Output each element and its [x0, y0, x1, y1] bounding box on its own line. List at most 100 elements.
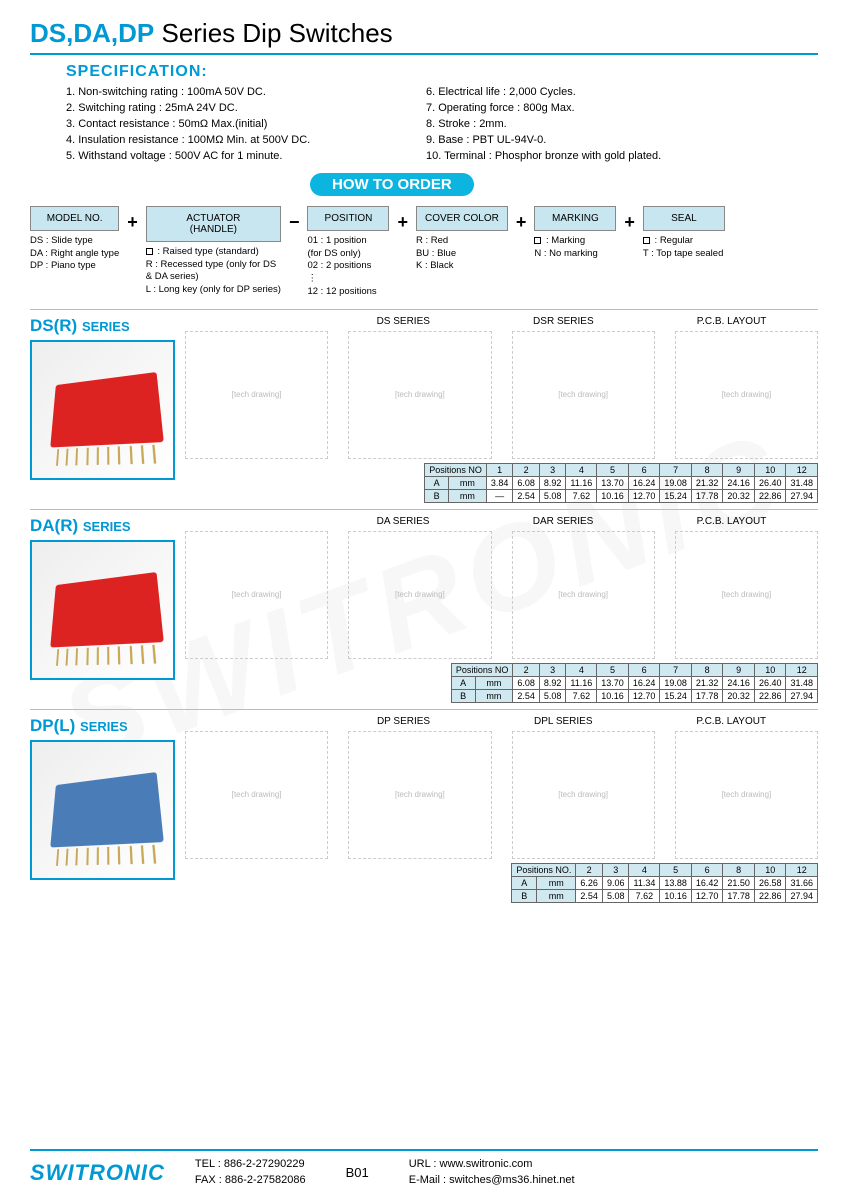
table-header-cell: 7	[660, 663, 692, 676]
order-item: DP : Piano type	[30, 260, 119, 273]
table-cell: 2.54	[576, 889, 603, 902]
diagram-placeholder: [tech drawing]	[512, 731, 655, 859]
order-box: ACTUATOR(HANDLE)	[146, 206, 281, 242]
diagrams-area: DS SERIESDSR SERIESP.C.B. LAYOUT[tech dr…	[185, 316, 818, 503]
divider	[30, 309, 818, 310]
order-box: MARKING	[534, 206, 616, 231]
table-header-cell: 3	[539, 463, 566, 476]
spec-line: 7. Operating force : 800g Max.	[426, 101, 661, 117]
product-photo	[30, 740, 175, 880]
table-cell: 26.58	[754, 876, 786, 889]
series-label: DA(R) SERIES	[30, 516, 175, 536]
table-header-cell: Positions NO.	[512, 863, 576, 876]
table-header-cell: 7	[660, 463, 692, 476]
table-cell: 17.78	[691, 689, 723, 702]
table-cell: 2.54	[513, 689, 540, 702]
diagram-placeholder: [tech drawing]	[512, 331, 655, 459]
table-header-cell: 4	[566, 663, 597, 676]
footer-fax: FAX : 886-2-27582086	[195, 1173, 306, 1188]
table-cell: 7.62	[629, 889, 660, 902]
diagram-drawings: [tech drawing][tech drawing][tech drawin…	[185, 531, 818, 659]
table-header-cell: 1	[486, 463, 513, 476]
diagram-placeholder: [tech drawing]	[348, 331, 491, 459]
order-item: 12 : 12 positions	[307, 286, 389, 299]
table-header-cell: 4	[629, 863, 660, 876]
table-cell: 20.32	[723, 489, 755, 502]
table-cell: mm	[475, 676, 513, 689]
diagram-placeholder: [tech drawing]	[675, 331, 818, 459]
series-label: DP(L) SERIES	[30, 716, 175, 736]
order-item: : Regular	[643, 235, 725, 248]
table-cell: 11.34	[629, 876, 660, 889]
table-cell: 13.70	[597, 476, 629, 489]
order-item: R : Recessed type (only for DS	[146, 259, 281, 272]
series-left: DA(R) SERIES	[30, 516, 175, 703]
footer: SWITRONIC TEL : 886-2-27290229 FAX : 886…	[30, 1149, 818, 1188]
table-cell: 22.86	[754, 489, 786, 502]
table-header-cell: 8	[723, 863, 755, 876]
table-cell: 15.24	[660, 489, 692, 502]
table-cell: B	[425, 489, 449, 502]
diagram-placeholder: [tech drawing]	[185, 331, 328, 459]
table-header-cell: 12	[786, 463, 818, 476]
diagram-labels: DA SERIESDAR SERIESP.C.B. LAYOUT	[185, 516, 818, 527]
table-header-cell: 8	[691, 663, 723, 676]
order-block-actuator: ACTUATOR(HANDLE) : Raised type (standard…	[146, 206, 281, 297]
order-item: & DA series)	[146, 271, 281, 284]
table-cell: 27.94	[786, 689, 818, 702]
diagram-drawings: [tech drawing][tech drawing][tech drawin…	[185, 731, 818, 859]
diagram-placeholder: [tech drawing]	[348, 731, 491, 859]
table-cell: mm	[475, 689, 513, 702]
footer-url: URL : www.switronic.com	[409, 1157, 575, 1172]
diagram-placeholder: [tech drawing]	[348, 531, 491, 659]
order-box: POSITION	[307, 206, 389, 231]
table-cell: 9.06	[602, 876, 629, 889]
table-cell: 16.24	[628, 676, 660, 689]
order-item: (for DS only)	[307, 248, 389, 261]
table-cell: 31.48	[786, 676, 818, 689]
table-cell: 16.42	[691, 876, 723, 889]
order-item: DA : Right angle type	[30, 248, 119, 261]
table-header-cell: 6	[691, 863, 723, 876]
diagram-label: DPL SERIES	[534, 716, 593, 727]
order-operator: +	[397, 206, 408, 233]
table-cell: 22.86	[754, 889, 786, 902]
table-header-cell: 9	[723, 663, 755, 676]
spec-line: 2. Switching rating : 25mA 24V DC.	[66, 101, 426, 117]
table-header-cell: 10	[754, 663, 786, 676]
table-cell: 11.16	[566, 676, 597, 689]
table-cell: 24.16	[723, 676, 755, 689]
title-prefix: DS,DA,DP	[30, 18, 154, 48]
table-cell: 7.62	[566, 689, 597, 702]
table-cell: 12.70	[691, 889, 723, 902]
diagrams-area: DA SERIESDAR SERIESP.C.B. LAYOUT [tech dr…	[185, 516, 818, 703]
diagrams-area: DP SERIESDPL SERIESP.C.B. LAYOUT[tech dr…	[185, 716, 818, 903]
diagram-placeholder: [tech drawing]	[675, 731, 818, 859]
dimensions-table: Positions NO234567891012Amm6.088.9211.16…	[451, 663, 818, 703]
table-cell: mm	[448, 476, 486, 489]
table-header-cell: 12	[786, 663, 818, 676]
product-photo	[30, 540, 175, 680]
dimensions-table: Positions NO1234567891012Amm3.846.088.92…	[424, 463, 818, 503]
order-box: COVER COLOR	[416, 206, 508, 231]
table-cell: 20.32	[723, 689, 755, 702]
order-list: : RegularT : Top tape sealed	[643, 235, 725, 261]
dimensions-table: Positions NO.2345681012Amm6.269.0611.341…	[511, 863, 818, 903]
table-cell: 22.86	[754, 689, 786, 702]
diagram-label: DS SERIES	[377, 316, 430, 327]
table-cell: A	[425, 476, 449, 489]
table-header-cell: Positions NO	[425, 463, 487, 476]
table-cell: 31.48	[786, 476, 818, 489]
table-cell: 31.66	[786, 876, 818, 889]
spec-line: 1. Non-switching rating : 100mA 50V DC.	[66, 85, 426, 101]
diagram-label: DA SERIES	[377, 516, 430, 527]
table-cell: B	[451, 689, 475, 702]
table-header-cell: 4	[566, 463, 597, 476]
switch-render	[50, 372, 164, 448]
order-item: R : Red	[416, 235, 508, 248]
table-header-cell: 2	[576, 863, 603, 876]
table-cell: 21.32	[691, 676, 723, 689]
order-block-marking: MARKING : MarkingN : No marking	[534, 206, 616, 261]
order-operator: −	[289, 206, 300, 233]
order-item: N : No marking	[534, 248, 616, 261]
